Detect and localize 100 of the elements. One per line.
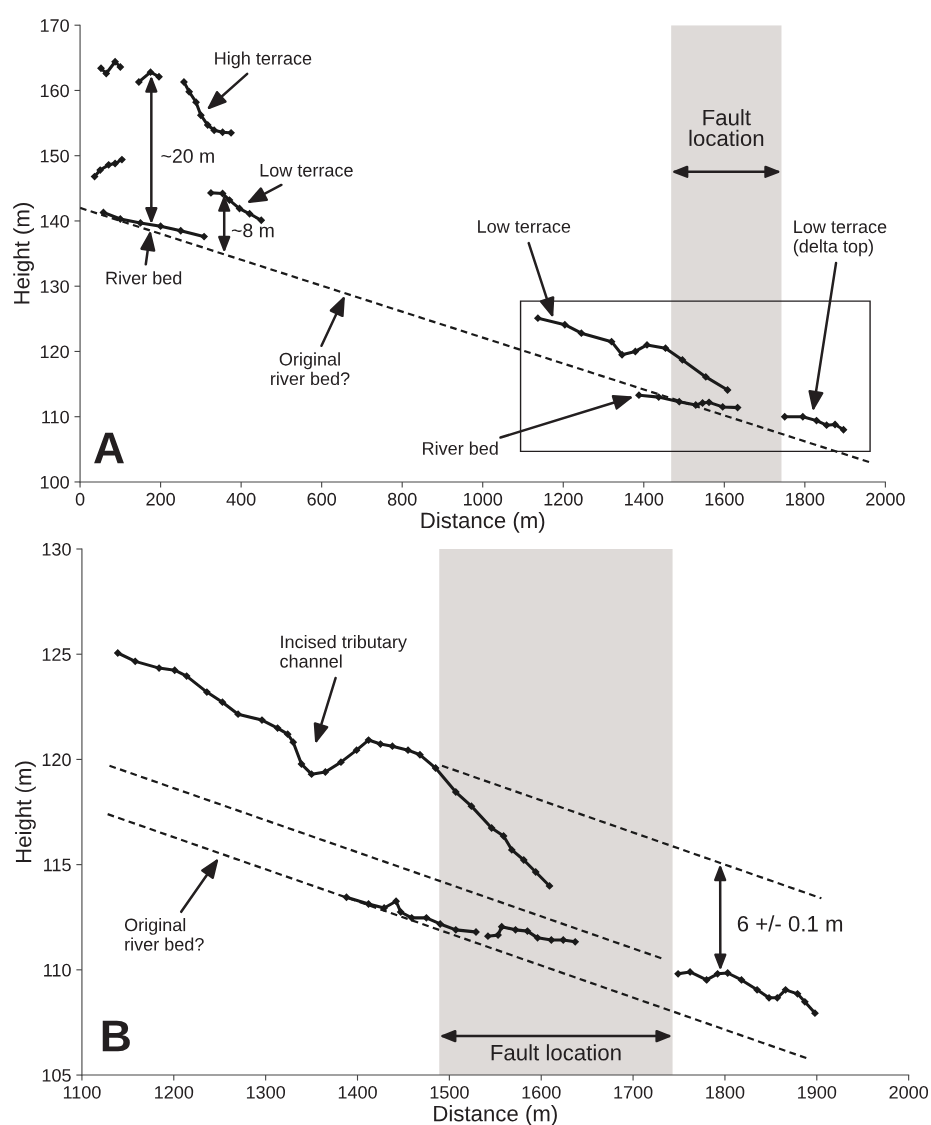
point bbox=[131, 657, 139, 666]
point bbox=[111, 58, 119, 66]
x-tick-label: 400 bbox=[226, 492, 256, 506]
point bbox=[177, 227, 185, 235]
point bbox=[793, 990, 802, 998]
y-tick-label: 110 bbox=[44, 963, 71, 977]
y-tick-label: 120 bbox=[42, 753, 71, 767]
point bbox=[185, 88, 193, 96]
point bbox=[643, 341, 651, 349]
point bbox=[234, 710, 242, 718]
point bbox=[773, 994, 781, 1002]
point bbox=[484, 932, 492, 940]
point bbox=[724, 969, 732, 977]
y-tick-label: 115 bbox=[44, 858, 71, 872]
point bbox=[392, 897, 400, 905]
point bbox=[811, 1009, 819, 1017]
x-tick-label: 1000 bbox=[464, 492, 503, 506]
x-tick-label: 1800 bbox=[706, 1085, 745, 1099]
point bbox=[655, 393, 663, 401]
point bbox=[508, 846, 516, 854]
point bbox=[686, 968, 694, 976]
point bbox=[364, 900, 373, 908]
point bbox=[258, 716, 266, 724]
point bbox=[436, 920, 444, 928]
point bbox=[571, 938, 579, 946]
point bbox=[801, 998, 809, 1006]
point bbox=[467, 802, 476, 810]
point bbox=[675, 398, 683, 406]
point bbox=[631, 347, 639, 356]
point bbox=[534, 314, 542, 322]
point bbox=[284, 730, 292, 738]
point bbox=[218, 698, 227, 706]
point bbox=[498, 923, 506, 931]
point bbox=[523, 927, 532, 935]
point bbox=[227, 129, 235, 137]
point bbox=[380, 904, 388, 912]
x-axis-title: Distance (m) bbox=[421, 511, 545, 533]
point bbox=[422, 914, 431, 922]
point bbox=[511, 926, 520, 934]
x-tick-label: 800 bbox=[387, 492, 417, 506]
x-tick-label: 1100 bbox=[63, 1085, 101, 1099]
x-tick-label: 1400 bbox=[338, 1085, 377, 1099]
y-tick-label: 130 bbox=[42, 542, 71, 556]
point bbox=[114, 649, 122, 657]
point bbox=[273, 724, 282, 732]
point bbox=[698, 399, 707, 407]
x-tick-label: 1200 bbox=[155, 1085, 194, 1099]
y-tick-label: 140 bbox=[40, 214, 69, 228]
annotation: High terrace bbox=[215, 51, 312, 69]
x-tick-label: 1300 bbox=[246, 1085, 286, 1099]
x-tick-label: 1600 bbox=[705, 492, 744, 506]
point bbox=[408, 914, 416, 922]
x-tick-label: 1600 bbox=[522, 1085, 561, 1099]
point bbox=[499, 832, 508, 840]
point bbox=[431, 764, 440, 772]
point bbox=[532, 868, 540, 876]
point bbox=[831, 420, 839, 429]
point bbox=[487, 824, 496, 832]
point bbox=[245, 210, 254, 218]
point bbox=[96, 166, 104, 174]
point bbox=[618, 351, 626, 359]
annotation: Low terrace (delta top) bbox=[793, 220, 887, 257]
x-tick-label: 1500 bbox=[430, 1085, 469, 1099]
point bbox=[397, 908, 405, 916]
point bbox=[352, 746, 361, 754]
point bbox=[376, 740, 385, 748]
point bbox=[404, 746, 412, 754]
y-tick-label: 120 bbox=[40, 345, 69, 359]
point bbox=[155, 73, 163, 81]
point bbox=[197, 111, 205, 119]
point bbox=[737, 976, 746, 984]
point bbox=[452, 926, 460, 934]
point bbox=[307, 770, 316, 778]
point bbox=[135, 78, 143, 86]
point bbox=[607, 338, 616, 346]
x-tick-label: 200 bbox=[146, 492, 175, 506]
point bbox=[180, 78, 188, 86]
annotation: Incised tributary channel bbox=[280, 635, 407, 668]
point bbox=[203, 688, 211, 696]
point bbox=[192, 98, 200, 106]
y-tick-label: 150 bbox=[40, 149, 69, 163]
point bbox=[674, 970, 682, 978]
point bbox=[146, 68, 155, 76]
point bbox=[753, 986, 761, 994]
point bbox=[156, 222, 165, 230]
annotation: Low terrace bbox=[478, 220, 571, 233]
band-label: Fault location bbox=[689, 109, 764, 147]
point bbox=[416, 751, 424, 759]
point bbox=[781, 413, 789, 421]
annotation: A bbox=[94, 432, 124, 464]
point bbox=[337, 758, 345, 766]
y-axis-title: Height (m) bbox=[15, 761, 36, 863]
annotation: 6 +/- 0.1 m bbox=[737, 915, 843, 932]
point bbox=[635, 391, 643, 399]
y-tick-label: 160 bbox=[40, 84, 69, 98]
y-tick-label: 130 bbox=[40, 280, 69, 293]
point bbox=[218, 189, 227, 198]
point bbox=[90, 172, 99, 181]
point bbox=[705, 398, 713, 406]
point bbox=[204, 121, 212, 129]
